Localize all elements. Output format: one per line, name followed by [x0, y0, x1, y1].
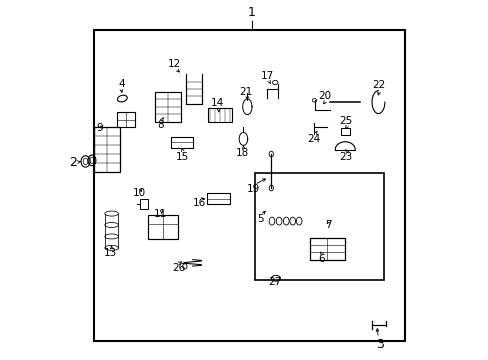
Bar — [207, 108, 232, 122]
Text: 18: 18 — [236, 148, 249, 158]
Text: 11: 11 — [154, 209, 167, 219]
Text: 21: 21 — [239, 87, 252, 98]
Text: 23: 23 — [339, 152, 352, 162]
Text: 1: 1 — [247, 6, 255, 19]
Text: 12: 12 — [168, 59, 181, 69]
Text: 16: 16 — [193, 198, 206, 208]
Bar — [309, 238, 344, 260]
Text: 3: 3 — [376, 338, 384, 351]
Bar — [207, 193, 230, 204]
Bar — [116, 112, 135, 127]
Text: 14: 14 — [211, 98, 224, 108]
Text: 17: 17 — [261, 71, 274, 81]
Text: 22: 22 — [371, 80, 384, 90]
Text: 24: 24 — [307, 134, 320, 144]
Text: 15: 15 — [175, 152, 188, 162]
Text: 26: 26 — [171, 262, 184, 273]
Text: 13: 13 — [104, 248, 117, 258]
Text: 7: 7 — [325, 220, 331, 230]
Bar — [171, 137, 193, 148]
Text: 2: 2 — [69, 156, 77, 168]
Bar — [140, 199, 147, 209]
Bar — [255, 173, 383, 280]
Bar — [94, 30, 405, 341]
Text: 27: 27 — [268, 277, 281, 287]
Text: 6: 6 — [317, 253, 324, 264]
Bar — [155, 91, 180, 122]
Text: 20: 20 — [318, 91, 331, 101]
Text: 25: 25 — [339, 116, 352, 126]
Text: 4: 4 — [118, 78, 124, 89]
Text: 8: 8 — [157, 120, 163, 130]
Text: 10: 10 — [132, 188, 145, 198]
Text: 5: 5 — [257, 214, 264, 224]
Bar — [340, 128, 349, 135]
Bar — [93, 127, 120, 172]
Text: 9: 9 — [96, 123, 103, 133]
Text: 19: 19 — [246, 184, 260, 194]
Bar — [148, 215, 177, 239]
